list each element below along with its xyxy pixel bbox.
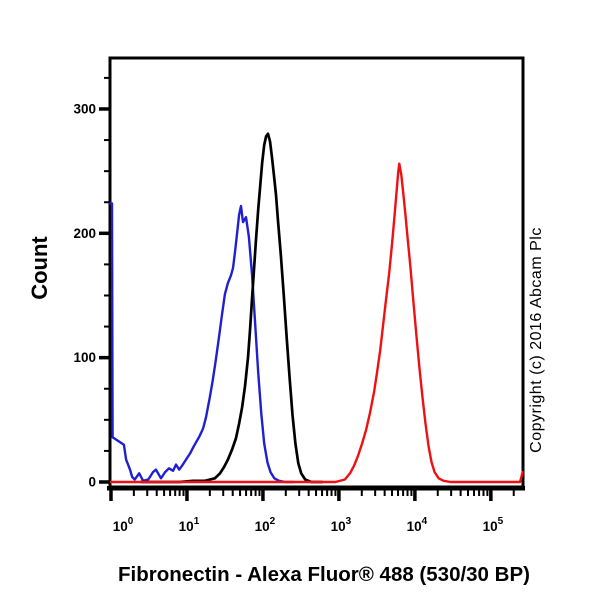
y-major-tick (99, 480, 110, 484)
histogram-curve-red (109, 162, 524, 484)
histogram-curve-blue (109, 202, 295, 484)
x-minor-tick (321, 490, 324, 496)
y-tick-label: 100 (73, 350, 96, 365)
x-minor-tick (383, 490, 386, 496)
x-minor-tick (486, 490, 489, 496)
x-minor-tick (245, 490, 248, 496)
x-minor-tick (182, 490, 185, 496)
x-minor-tick (410, 490, 413, 496)
x-minor-tick (208, 490, 211, 496)
x-minor-tick (163, 490, 166, 496)
y-minor-tick (104, 170, 110, 173)
x-minor-tick (402, 490, 405, 496)
x-major-tick (413, 490, 417, 501)
x-minor-tick (330, 490, 333, 496)
figure-title: Fibronectin - Alexa Fluor® 488 (530/30 B… (118, 563, 530, 586)
x-minor-tick (436, 490, 439, 496)
x-tick-label: 100 (113, 516, 134, 534)
x-minor-tick (406, 490, 409, 496)
x-minor-tick (254, 490, 257, 496)
x-minor-tick (222, 490, 225, 496)
x-tick-label: 105 (483, 516, 504, 534)
x-minor-tick (258, 490, 261, 496)
x-minor-tick (473, 490, 476, 496)
y-major-tick (99, 107, 110, 111)
x-tick-label: 101 (179, 516, 200, 534)
plot-frame (108, 56, 525, 489)
y-axis-title: Count (27, 236, 52, 300)
x-major-tick (337, 490, 341, 501)
x-minor-tick (326, 490, 329, 496)
x-minor-tick (178, 490, 181, 496)
x-minor-tick (132, 490, 135, 496)
y-tick-label: 200 (73, 226, 96, 241)
x-minor-tick (334, 490, 337, 496)
y-minor-tick (104, 201, 110, 204)
x-major-tick (261, 490, 265, 501)
x-major-tick (489, 490, 493, 501)
y-minor-tick (104, 76, 110, 79)
x-tick-label: 103 (331, 516, 352, 534)
x-minor-tick (482, 490, 485, 496)
x-minor-tick (374, 490, 377, 496)
y-minor-tick (104, 139, 110, 142)
x-minor-tick (250, 490, 253, 496)
y-minor-tick (104, 418, 110, 421)
x-minor-tick (169, 490, 172, 496)
y-minor-tick (104, 325, 110, 328)
y-tick-label: 300 (73, 101, 96, 116)
x-minor-tick (239, 490, 242, 496)
y-minor-tick (104, 263, 110, 266)
x-minor-tick (360, 490, 363, 496)
x-major-tick (109, 490, 113, 501)
x-minor-tick (315, 490, 318, 496)
x-axis-line (107, 486, 525, 491)
x-minor-tick (459, 490, 462, 496)
x-minor-tick (512, 490, 515, 496)
x-minor-tick (298, 490, 301, 496)
x-minor-tick (155, 490, 158, 496)
x-minor-tick (284, 490, 287, 496)
x-tick-label: 102 (255, 516, 276, 534)
x-minor-tick (307, 490, 310, 496)
x-minor-tick (466, 490, 469, 496)
x-tick-label: 104 (407, 516, 428, 534)
x-minor-tick (450, 490, 453, 496)
x-minor-tick (174, 490, 177, 496)
x-minor-tick (391, 490, 394, 496)
y-minor-tick (104, 449, 110, 452)
x-minor-tick (146, 490, 149, 496)
y-tick-label: 0 (88, 475, 96, 490)
y-minor-tick (104, 294, 110, 297)
x-major-tick (185, 490, 189, 501)
copyright-notice: Copyright (c) 2016 Abcam Plc (528, 227, 545, 453)
y-major-tick (99, 355, 110, 360)
y-major-tick (99, 231, 110, 236)
x-minor-tick (231, 490, 234, 496)
histogram-curve-black (139, 132, 324, 484)
y-minor-tick (104, 387, 110, 390)
x-minor-tick (478, 490, 481, 496)
x-minor-tick (397, 490, 400, 496)
